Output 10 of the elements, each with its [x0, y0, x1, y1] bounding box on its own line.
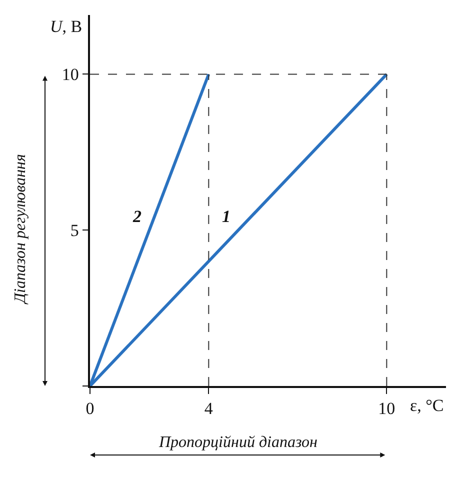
y-axis-title: U, В: [50, 17, 82, 36]
series-label: 2: [132, 207, 142, 226]
series-label: 1: [222, 207, 230, 226]
text: Пропорційний діапазон: [158, 434, 318, 451]
x-axis-title: ε, °С: [410, 396, 444, 415]
x-tick-label: 4: [204, 399, 214, 418]
x-tick-label: 10: [378, 399, 396, 418]
x-tick-label: 0: [86, 399, 94, 418]
text: Діапазон регулювання: [12, 154, 29, 306]
y-tick-label: 5: [70, 221, 79, 240]
